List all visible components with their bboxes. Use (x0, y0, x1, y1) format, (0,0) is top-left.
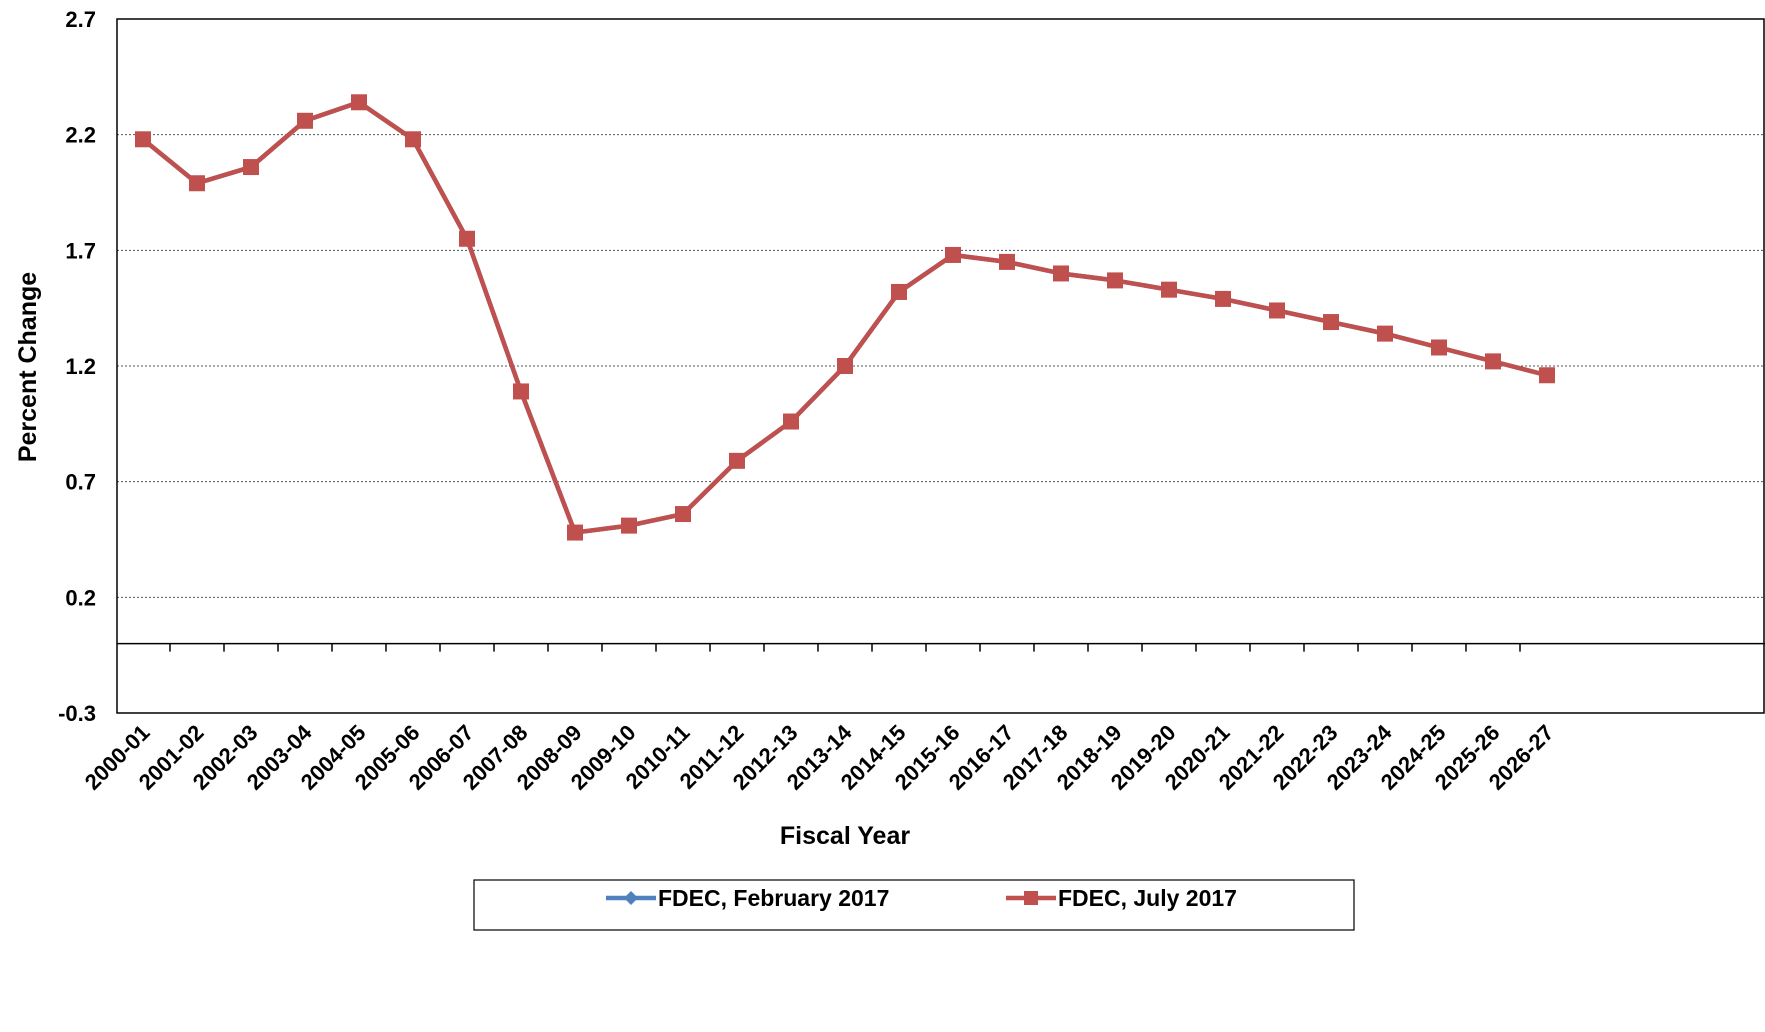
y-axis-labels: -0.3 0.2 0.7 1.2 1.7 2.2 2.7 (58, 7, 96, 726)
plot-area (116, 18, 1765, 714)
x-axis-labels: 2000-012001-022002-032003-042004-052005-… (80, 719, 1559, 794)
data-point (675, 506, 691, 523)
data-point (891, 283, 907, 300)
legend-label: FDEC, February 2017 (658, 885, 889, 911)
legend-marker (1024, 891, 1038, 905)
data-point (1485, 353, 1501, 370)
data-point (297, 112, 313, 129)
legend-item-0: FDEC, February 2017 (606, 885, 889, 911)
series-0 (136, 95, 1554, 540)
y-tick-label: 0.2 (65, 585, 96, 610)
data-point (459, 230, 475, 247)
legend-label: FDEC, July 2017 (1058, 885, 1237, 911)
y-axis-title: Percent Change (14, 272, 42, 462)
data-point (1161, 281, 1177, 298)
data-point (1269, 302, 1285, 319)
data-point (1053, 265, 1069, 282)
data-point (351, 94, 367, 111)
y-tick-label: 0.7 (65, 470, 96, 495)
data-point (405, 131, 421, 148)
y-tick-label: 1.7 (65, 238, 96, 263)
legend: FDEC, February 2017 FDEC, July 2017 (473, 879, 1355, 931)
data-point (1539, 367, 1555, 384)
legend-item-1: FDEC, July 2017 (1006, 885, 1237, 911)
data-point (1107, 272, 1123, 289)
y-tick-label: 2.7 (65, 7, 96, 32)
data-point (999, 253, 1015, 270)
data-point (621, 517, 637, 534)
series-layer (135, 94, 1555, 541)
data-point (1377, 325, 1393, 342)
series-1 (135, 94, 1555, 541)
data-point (135, 131, 151, 148)
data-point (1215, 290, 1231, 307)
data-point (1323, 314, 1339, 331)
data-point (243, 159, 259, 176)
data-point (945, 246, 961, 263)
data-point (783, 413, 799, 430)
y-tick-label: 2.2 (65, 123, 96, 148)
data-point (513, 383, 529, 400)
x-axis-title: Fiscal Year (780, 822, 910, 850)
data-point (567, 524, 583, 541)
x-axis-ticks (169, 643, 1521, 652)
data-point (729, 452, 745, 469)
y-tick-label: -0.3 (58, 701, 96, 726)
y-tick-label: 1.2 (65, 354, 96, 379)
data-point (1431, 339, 1447, 356)
data-point (837, 358, 853, 374)
legend-marker (624, 891, 638, 905)
legend-box (473, 879, 1355, 931)
data-point (189, 175, 205, 192)
